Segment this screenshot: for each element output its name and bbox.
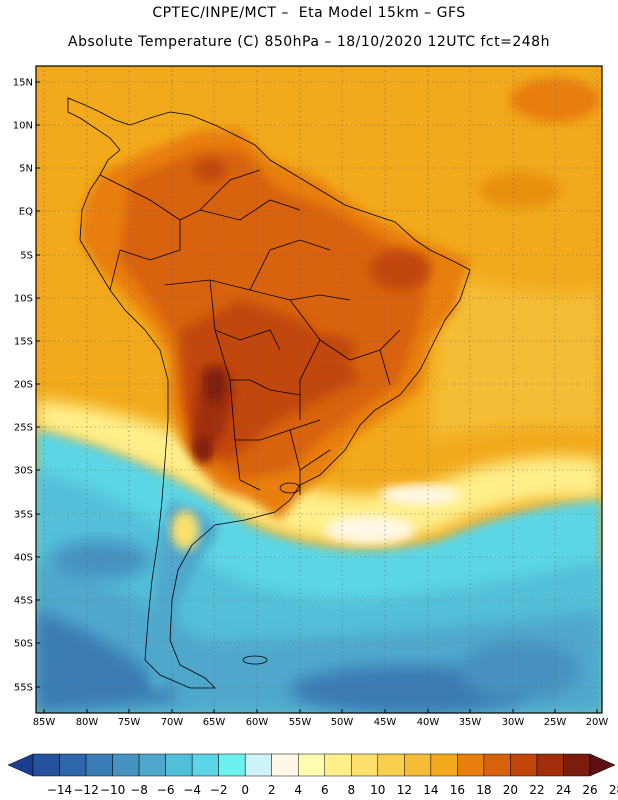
colorbar-swatch: [404, 753, 432, 777]
colorbar-swatch: [138, 753, 166, 777]
colorbar-label: −12: [73, 783, 98, 797]
lon-label: 40W: [417, 717, 440, 728]
colorbar-swatch: [510, 753, 538, 777]
colorbar-label: 24: [556, 783, 571, 797]
colorbar-label: 2: [268, 783, 276, 797]
colorbar-label: 12: [397, 783, 412, 797]
colorbar-label: 0: [241, 783, 249, 797]
lon-label: 70W: [161, 717, 184, 728]
colorbar-swatch: [324, 753, 352, 777]
colorbar-label: −6: [157, 783, 175, 797]
colorbar-swatch: [536, 753, 564, 777]
map-title: CPTEC/INPE/MCT – Eta Model 15km – GFS: [152, 5, 466, 21]
colorbar-label: 4: [294, 783, 302, 797]
lat-label: 45S: [14, 596, 33, 607]
colorbar-swatch: [191, 753, 219, 777]
lon-label: 45W: [374, 717, 397, 728]
colorbar-swatch: [165, 753, 193, 777]
lon-label: 55W: [289, 717, 312, 728]
colorbar-max-arrow: [589, 753, 616, 777]
lat-label: EQ: [19, 207, 33, 218]
lon-label: 50W: [331, 717, 354, 728]
lat-label: 30S: [14, 466, 33, 477]
colorbar: −14 −12 −10 −8 −6 −4 −2 0 2 4 6 8 10 12 14 16 18 20 22 24 26…: [7, 753, 618, 797]
lat-label: 40S: [14, 553, 33, 564]
lon-label: 75W: [118, 717, 141, 728]
lon-label: 60W: [246, 717, 269, 728]
colorbar-swatch: [59, 753, 87, 777]
lat-label: 55S: [14, 683, 33, 694]
colorbar-label: 6: [321, 783, 329, 797]
lat-label: 5S: [20, 251, 33, 262]
temperature-field: [36, 66, 602, 713]
lon-label: 35W: [459, 717, 482, 728]
lat-label: 20S: [14, 380, 33, 391]
lon-label: 30W: [502, 717, 525, 728]
colorbar-label: 20: [503, 783, 518, 797]
colorbar-swatch: [351, 753, 379, 777]
colorbar-min-arrow: [7, 753, 34, 777]
colorbar-label: 14: [423, 783, 438, 797]
colorbar-swatch: [112, 753, 140, 777]
lat-label: 15S: [14, 337, 33, 348]
colorbar-label: −14: [47, 783, 72, 797]
colorbar-swatch: [563, 753, 591, 777]
colorbar-swatch: [457, 753, 485, 777]
colorbar-label: 26: [582, 783, 597, 797]
lat-label: 35S: [14, 510, 33, 521]
lat-label: 25S: [14, 423, 33, 434]
lon-label: 20W: [586, 717, 609, 728]
map-frame: [35, 65, 603, 714]
colorbar-swatch: [297, 753, 326, 777]
longitude-labels: 85W 80W 75W 70W 65W 60W 55W 50W 45W 40W 35W 30W 25W 2…: [33, 709, 609, 728]
latitude-labels: 15N 10N 5N EQ 5S 10S 15S 20S 25S 30S 35S 40S 45S 50S 5…: [13, 78, 40, 694]
lon-label: 25W: [544, 717, 567, 728]
colorbar-swatch: [271, 753, 299, 777]
colorbar-label: 18: [476, 783, 491, 797]
colorbar-label: 10: [370, 783, 385, 797]
colorbar-label: −10: [100, 783, 125, 797]
lat-label: 10S: [14, 294, 33, 305]
lat-label: 5N: [19, 164, 33, 175]
colorbar-swatch: [377, 753, 405, 777]
lat-label: 15N: [13, 78, 33, 89]
lat-label: 50S: [14, 639, 33, 650]
colorbar-label: 16: [450, 783, 465, 797]
colorbar-swatch: [430, 753, 458, 777]
colorbar-swatch: [244, 753, 272, 777]
colorbar-swatch: [483, 753, 511, 777]
map-subtitle: Absolute Temperature (C) 850hPa – 18/10/…: [68, 34, 550, 50]
colorbar-label: −8: [130, 783, 148, 797]
lon-label: 65W: [203, 717, 226, 728]
coastlines: [67, 97, 471, 689]
lat-label: 10N: [13, 121, 33, 132]
colorbar-label: 22: [529, 783, 544, 797]
colorbar-label: −4: [183, 783, 201, 797]
colorbar-label: −2: [210, 783, 228, 797]
colorbar-swatch: [218, 753, 246, 777]
colorbar-swatch: [32, 753, 60, 777]
colorbar-swatch: [85, 753, 113, 777]
lon-label: 80W: [76, 717, 99, 728]
lon-label: 85W: [33, 717, 56, 728]
colorbar-label: 28: [609, 783, 618, 797]
colorbar-label: 8: [347, 783, 355, 797]
